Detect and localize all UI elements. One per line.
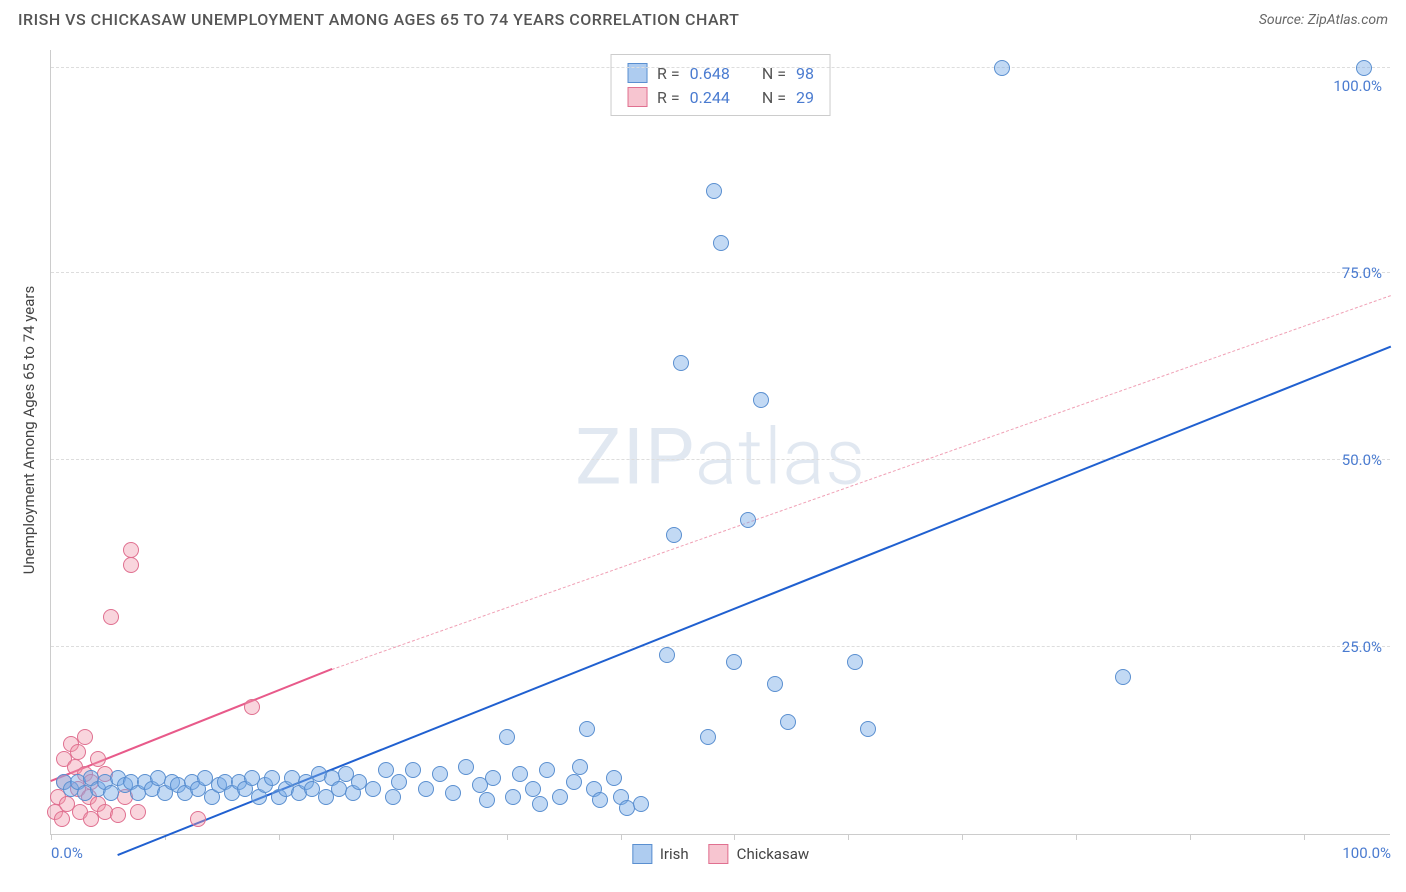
x-tick [51, 834, 52, 840]
data-point [365, 781, 381, 797]
x-tick [1076, 834, 1077, 840]
swatch-icon [709, 844, 729, 864]
data-point [512, 766, 528, 782]
data-point [485, 770, 501, 786]
data-point [103, 609, 119, 625]
gridline [51, 459, 1390, 460]
data-point [566, 774, 582, 790]
data-point [54, 811, 70, 827]
data-point [378, 762, 394, 778]
data-point [123, 557, 139, 573]
stats-row-chickasaw: R = 0.244 N = 29 [627, 85, 814, 109]
data-point [70, 744, 86, 760]
data-point [633, 796, 649, 812]
legend-item-irish: Irish [632, 844, 689, 864]
scatter-chart: ZIPatlas R = 0.648 N = 98 R = 0.244 N = … [50, 50, 1390, 835]
source-label: Source: ZipAtlas.com [1259, 12, 1388, 28]
data-point [385, 789, 401, 805]
trend-line [332, 295, 1391, 670]
x-tick [962, 834, 963, 840]
data-point [592, 792, 608, 808]
data-point [458, 759, 474, 775]
data-point [659, 647, 675, 663]
data-point [418, 781, 434, 797]
y-tick-label: 75.0% [1342, 264, 1382, 282]
data-point [479, 792, 495, 808]
n-label: N = [762, 88, 786, 107]
stats-box: R = 0.648 N = 98 R = 0.244 N = 29 [610, 54, 831, 116]
legend-item-chickasaw: Chickasaw [709, 844, 809, 864]
swatch-icon [627, 87, 647, 107]
gridline [51, 67, 1390, 68]
x-tick [1304, 834, 1305, 840]
data-point [994, 60, 1010, 76]
data-point [499, 729, 515, 745]
data-point [110, 807, 126, 823]
y-tick-label: 100.0% [1333, 77, 1382, 95]
data-point [700, 729, 716, 745]
gridline [51, 272, 1390, 273]
chart-title: IRISH VS CHICKASAW UNEMPLOYMENT AMONG AG… [18, 10, 739, 29]
data-point [552, 789, 568, 805]
data-point [666, 527, 682, 543]
data-point [505, 789, 521, 805]
data-point [532, 796, 548, 812]
data-point [780, 714, 796, 730]
x-tick-label: 100.0% [1342, 844, 1391, 862]
gridline [51, 646, 1390, 647]
swatch-icon [632, 844, 652, 864]
data-point [726, 654, 742, 670]
x-tick [734, 834, 735, 840]
stats-row-irish: R = 0.648 N = 98 [627, 61, 814, 85]
data-point [847, 654, 863, 670]
data-point [432, 766, 448, 782]
data-point [405, 762, 421, 778]
legend: Irish Chickasaw [632, 844, 809, 864]
data-point [860, 721, 876, 737]
data-point [1356, 60, 1372, 76]
data-point [123, 542, 139, 558]
x-tick [393, 834, 394, 840]
data-point [190, 811, 206, 827]
y-tick-label: 50.0% [1342, 451, 1382, 469]
data-point [539, 762, 555, 778]
data-point [713, 235, 729, 251]
data-point [606, 770, 622, 786]
x-tick [507, 834, 508, 840]
data-point [445, 785, 461, 801]
x-tick-label: 0.0% [51, 844, 83, 862]
r-label: R = [657, 88, 680, 107]
data-point [673, 355, 689, 371]
data-point [525, 781, 541, 797]
data-point [753, 392, 769, 408]
data-point [264, 770, 280, 786]
data-point [767, 676, 783, 692]
data-point [572, 759, 588, 775]
data-point [740, 512, 756, 528]
n-value: 29 [796, 88, 814, 107]
data-point [1115, 669, 1131, 685]
data-point [77, 729, 93, 745]
x-tick [621, 834, 622, 840]
r-value: 0.244 [690, 88, 730, 107]
y-tick-label: 25.0% [1342, 638, 1382, 656]
data-point [244, 699, 260, 715]
data-point [90, 751, 106, 767]
data-point [579, 721, 595, 737]
data-point [391, 774, 407, 790]
data-point [130, 804, 146, 820]
watermark: ZIPatlas [575, 412, 866, 503]
x-tick [279, 834, 280, 840]
x-tick [848, 834, 849, 840]
data-point [706, 183, 722, 199]
x-tick [1190, 834, 1191, 840]
y-axis-label: Unemployment Among Ages 65 to 74 years [20, 286, 38, 574]
legend-label: Chickasaw [737, 845, 809, 863]
legend-label: Irish [660, 845, 689, 863]
